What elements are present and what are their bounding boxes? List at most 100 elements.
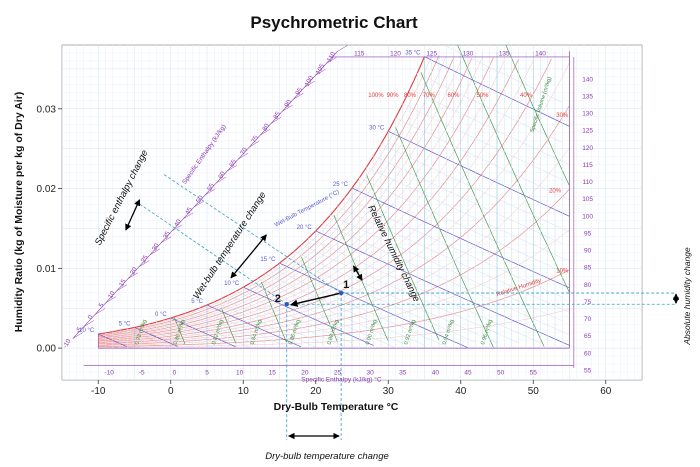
wet-bulb-label: 5 °C — [119, 321, 131, 327]
x-tick-label: 0 — [168, 386, 174, 397]
specific-volume-line — [457, 45, 570, 293]
enthalpy-scale-tick — [138, 260, 150, 267]
rh-label: 100% — [368, 93, 384, 99]
abs-humidity-change-label: Absolute humidity change — [682, 247, 692, 346]
enthalpy-top-label: 80 — [261, 122, 271, 132]
x-tick-label: 50 — [528, 386, 540, 397]
enthalpy-top-label: 60 — [217, 170, 227, 180]
enthalpy-scale-tick — [282, 104, 293, 112]
rh-label: 20% — [549, 189, 562, 195]
enthalpy-guide-1 — [163, 173, 342, 294]
enthalpy-scale-tick — [271, 116, 282, 124]
y-tick-label: 0.03 — [37, 104, 57, 115]
wet-bulb-line — [388, 130, 570, 217]
enthalpy-top-label: 5 — [98, 302, 106, 309]
rh-curve — [98, 55, 440, 336]
enthalpy-top-label: 20 — [129, 266, 139, 276]
rh-change-arrow — [352, 265, 363, 281]
rh-label: 80% — [404, 93, 417, 99]
enthalpy-right-label: 70 — [584, 316, 592, 323]
specific-volume-line — [300, 256, 338, 343]
enthalpy-top-label: 10 — [107, 290, 117, 300]
enthalpy-top-label: 15 — [118, 278, 128, 288]
x-tick-label: -10 — [91, 386, 106, 397]
enthalpy-right-label: 95 — [584, 230, 592, 237]
rh-label: 60% — [447, 93, 460, 99]
enthalpy-right-label: 100 — [582, 213, 593, 220]
enthalpy-bottom-label: 15 — [269, 369, 277, 376]
enthalpy-right-label: 115 — [582, 162, 593, 169]
rh-label: 30% — [556, 113, 569, 119]
enthalpy-top-label: 115 — [354, 50, 365, 57]
enthalpy-scale-tick — [337, 45, 348, 52]
enthalpy-top-label: 95 — [294, 86, 304, 96]
enthalpy-top-label: 120 — [390, 50, 401, 57]
point-2-label: 2 — [275, 293, 281, 305]
enthalpy-bottom-label: 30 — [367, 369, 375, 376]
psychro-lines-layer — [97, 45, 570, 349]
enthalpy-bottom-label: 50 — [497, 369, 505, 376]
rh-label: 40% — [520, 93, 533, 99]
enthalpy-scale-tick — [149, 248, 161, 255]
enthalpy-bottom-label: 0 — [173, 369, 177, 376]
enthalpy-right-label: 80 — [584, 282, 592, 289]
enthalpy-scale-tick — [171, 224, 183, 232]
enthalpy-scale-tick — [227, 164, 238, 172]
enthalpy-top-label: 25 — [140, 254, 150, 264]
rh-label: 10% — [556, 268, 569, 274]
enthalpy-scale-tick — [260, 128, 271, 136]
wet-bulb-label: 5 °C — [191, 299, 203, 305]
rh-label: 70% — [423, 93, 436, 99]
enthalpy-scale-tick — [194, 200, 205, 208]
enthalpy-bottom-label: 10 — [236, 369, 244, 376]
rh-label: 90% — [387, 93, 400, 99]
y-tick-label: 0.00 — [37, 344, 57, 355]
axes-layer: -10 0 10 20 30 40 50 600.000.010.020.03 — [37, 104, 612, 397]
enthalpy-scale-tick — [304, 81, 315, 88]
enthalpy-right-label: 110 — [582, 179, 593, 186]
enthalpy-top-label: 75 — [250, 134, 260, 144]
wet-bulb-label: 35 °C — [405, 51, 421, 57]
enthalpy-guide-2 — [134, 200, 287, 305]
rh-curve — [98, 58, 454, 338]
enthalpy-bottom-label: 20 — [301, 369, 309, 376]
enthalpy-right-label: 65 — [584, 333, 592, 340]
process-arrow — [290, 292, 342, 307]
point-2-marker — [284, 302, 289, 307]
enthalpy-top-label: -10 — [62, 338, 73, 350]
enthalpy-scale-tick — [127, 272, 139, 279]
enthalpy-bottom-label: 35 — [399, 369, 407, 376]
specific-volume-line — [505, 45, 570, 187]
enthalpy-right-label: 135 — [582, 93, 593, 100]
enthalpy-bottom-title: Specific Enthalpy (kJ/kg) °C — [301, 376, 382, 384]
wet-bulb-label: 15 °C — [260, 257, 276, 263]
rh-curve — [98, 58, 552, 343]
rh-minor-curve — [98, 308, 570, 348]
enthalpy-right-label: 105 — [582, 196, 593, 203]
enthalpy-right-label: 125 — [582, 128, 593, 135]
specific-volume-line — [395, 126, 494, 348]
enthalpy-right-label: 130 — [582, 111, 593, 118]
enthalpy-scale-tick — [249, 140, 260, 148]
enthalpy-top-label: 40 — [173, 218, 183, 228]
y-tick-label: 0.01 — [37, 264, 57, 275]
enthalpy-top-label: 35 — [162, 230, 172, 240]
rh-minor-curve — [98, 62, 570, 344]
enthalpy-bottom-label: 25 — [334, 369, 342, 376]
rh-curve — [98, 105, 570, 345]
enthalpy-top-label: 105 — [315, 63, 327, 76]
enthalpy-top-label: 50 — [195, 194, 205, 204]
specific-volume-line — [174, 317, 186, 345]
point-1-label: 1 — [343, 279, 349, 291]
point-1-marker — [338, 290, 344, 296]
enthalpy-top-label: 45 — [184, 206, 194, 216]
wet-bulb-change-arrow — [230, 234, 267, 279]
enthalpy-scale-tick — [216, 176, 227, 184]
wet-bulb-label: 20 °C — [297, 225, 313, 231]
rh-minor-curve — [98, 56, 483, 340]
wet-bulb-line — [170, 317, 237, 348]
enthalpy-scale-tick — [326, 57, 337, 64]
enthalpy-top-label: 0 — [87, 314, 95, 321]
wet-bulb-label: 0 °C — [155, 312, 167, 318]
